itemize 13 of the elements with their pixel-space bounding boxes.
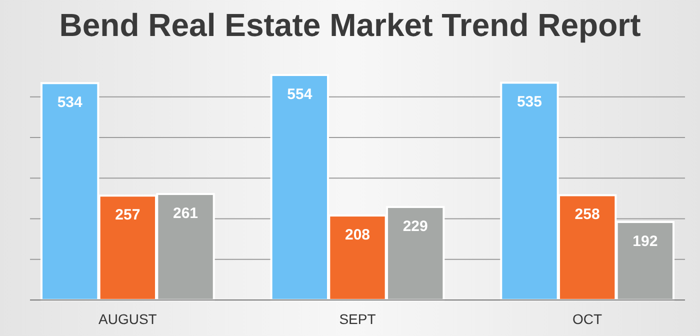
x-tick-label: AUGUST: [98, 311, 158, 327]
data-label: 554: [287, 86, 313, 103]
x-tick-label: OCT: [572, 311, 603, 327]
data-label: 258: [574, 206, 600, 224]
chart-title: Bend Real Estate Market Trend Report: [59, 7, 642, 43]
x-tick-label: SEPT: [339, 311, 376, 327]
data-label: 229: [402, 218, 428, 235]
data-label: 261: [173, 205, 198, 222]
data-label: 192: [632, 233, 658, 250]
data-label: 534: [57, 94, 84, 112]
data-label: 257: [115, 206, 140, 224]
data-label: 208: [344, 226, 370, 244]
data-label: 535: [516, 94, 542, 111]
